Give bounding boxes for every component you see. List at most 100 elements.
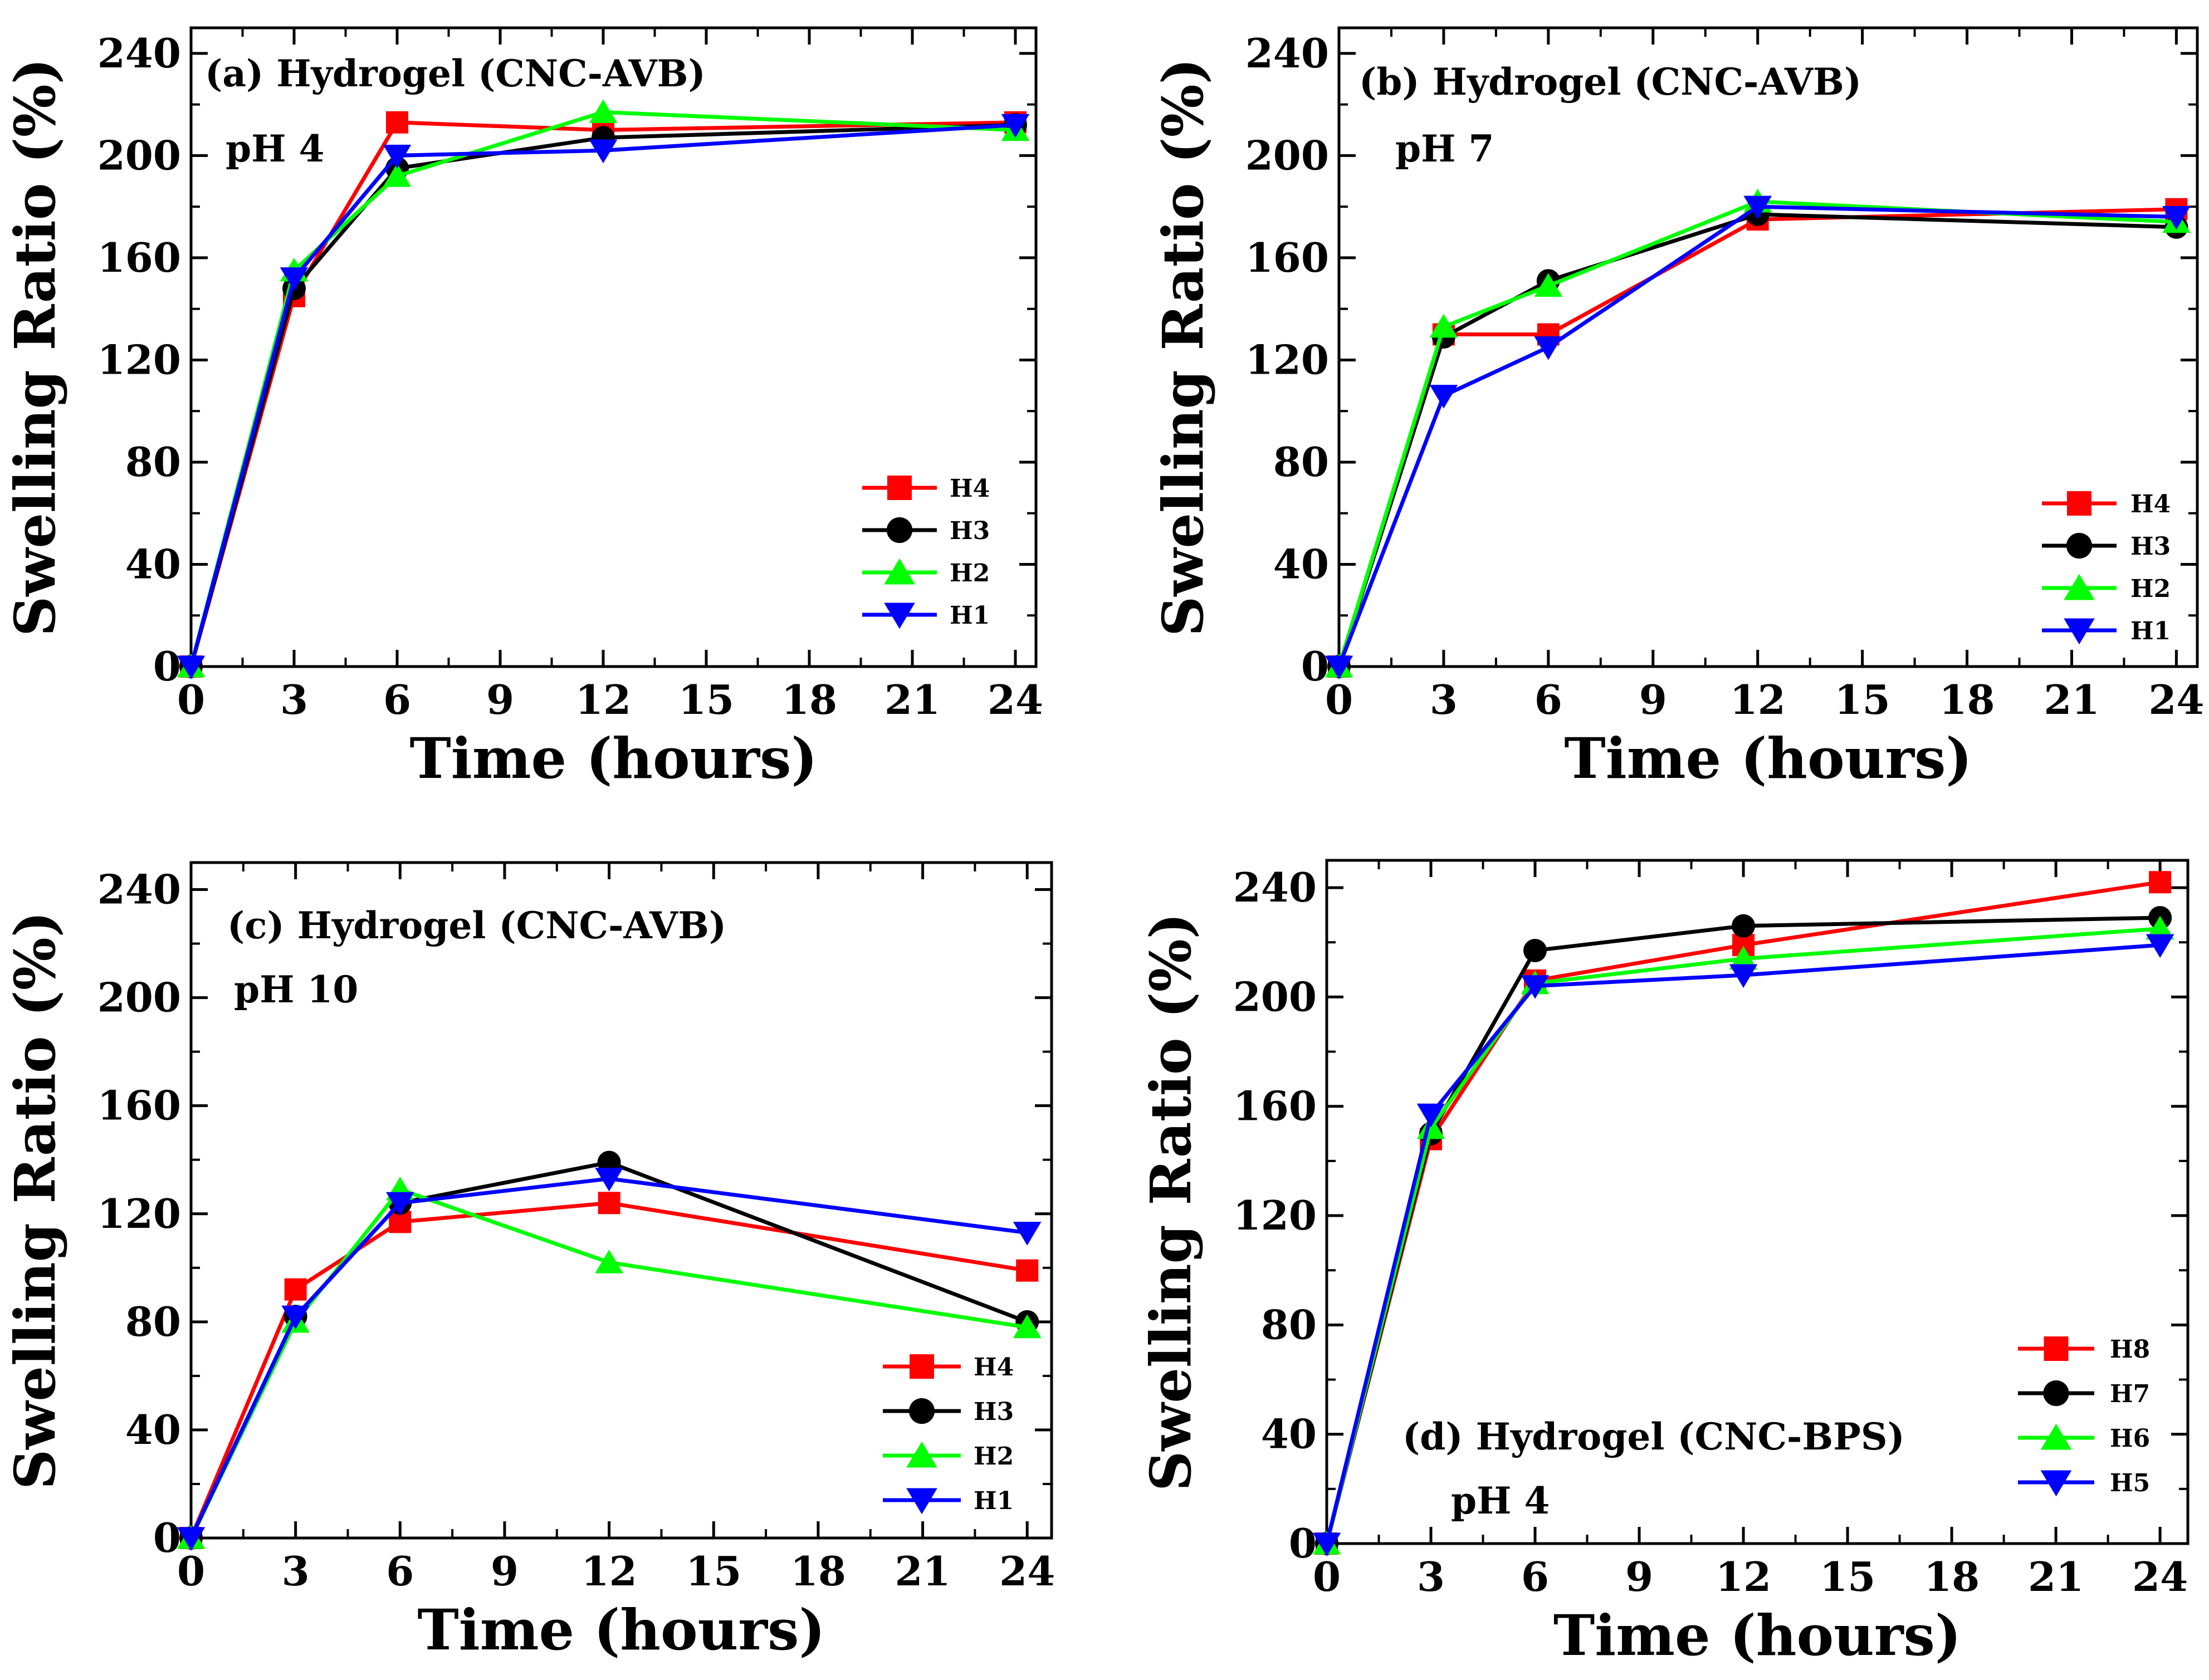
- legend-label: H2: [2130, 575, 2171, 603]
- legend-marker: [884, 603, 915, 629]
- series-line-H3: [1337, 212, 2177, 668]
- legend-label: H4: [2130, 490, 2171, 518]
- y-axis: 0 40 80 120 160 200 240: [1233, 864, 2188, 1567]
- data-point-H2: [383, 163, 412, 187]
- x-tick-label: 6: [1534, 676, 1562, 723]
- data-point-H4: [284, 1278, 307, 1301]
- x-tick-label: 24: [2132, 1553, 2188, 1600]
- data-point-H1: [595, 1168, 623, 1192]
- legend-marker: [906, 1441, 937, 1468]
- legend-label: H1: [2130, 617, 2171, 645]
- x-tick-label: 21: [884, 676, 940, 723]
- x-tick-label: 9: [1625, 1553, 1653, 1600]
- x-axis-title: Time (hours): [417, 1597, 825, 1663]
- data-point-H5: [1521, 975, 1550, 999]
- x-axis: 0 3 6 9 12 15 18 21 24: [177, 28, 1043, 723]
- data-point-H1: [1013, 1222, 1042, 1246]
- series-H4: [180, 111, 1027, 678]
- x-tick-label: 24: [2148, 676, 2204, 723]
- x-tick-label: 0: [177, 1547, 205, 1595]
- series-H1: [177, 1168, 1042, 1551]
- x-tick-label: 0: [177, 676, 205, 723]
- x-axis: 0 3 6 9 12 15 18 21 24: [1325, 28, 2205, 723]
- x-tick-label: 12: [581, 1547, 637, 1595]
- y-tick-label: 120: [97, 336, 181, 383]
- y-tick-label: 0: [153, 1514, 181, 1561]
- x-tick-label: 0: [1313, 1553, 1341, 1600]
- data-point-H1: [1429, 385, 1458, 409]
- legend: H4 H3 H2 H1: [2042, 490, 2171, 645]
- x-tick-label: 9: [486, 676, 514, 723]
- x-tick-label: 18: [1939, 676, 1995, 723]
- x-tick-label: 24: [988, 676, 1043, 723]
- y-tick-label: 80: [125, 1298, 181, 1345]
- x-tick-label: 15: [686, 1547, 741, 1595]
- panel-ph-label: pH 7: [1395, 127, 1494, 170]
- series-H2: [177, 99, 1030, 678]
- x-tick-label: 15: [678, 676, 734, 723]
- data-point-H8: [2149, 871, 2172, 894]
- x-axis-title: Time (hours): [409, 726, 817, 791]
- panel-ph-label: pH 10: [234, 968, 358, 1011]
- data-point-H7: [1732, 914, 1756, 938]
- x-axis-title: Time (hours): [1553, 1603, 1961, 1668]
- series-H3: [1327, 202, 2188, 678]
- panel-title: (d) Hydrogel (CNC-BPS): [1402, 1415, 1905, 1458]
- data-point-H6: [1729, 946, 1758, 970]
- series-line-H1: [189, 1177, 1028, 1539]
- panel-ph-label: pH 4: [1451, 1479, 1550, 1522]
- panel-ph-label: pH 4: [226, 127, 324, 170]
- series-H2: [1325, 188, 2191, 678]
- legend-label: H7: [2110, 1380, 2150, 1408]
- legend-label: H2: [974, 1442, 1014, 1471]
- panel-title: (a) Hydrogel (CNC-AVB): [205, 52, 706, 95]
- y-tick-label: 160: [97, 1082, 181, 1129]
- y-tick-label: 120: [97, 1190, 181, 1237]
- legend-label: H4: [950, 474, 990, 503]
- series-line-H2: [1337, 199, 2177, 668]
- x-tick-label: 6: [386, 1547, 414, 1595]
- series-H1: [177, 114, 1030, 679]
- x-tick-label: 12: [1716, 1553, 1771, 1600]
- y-tick-label: 0: [1301, 643, 1329, 690]
- x-tick-label: 6: [383, 676, 411, 723]
- series-line-H4: [1337, 207, 2177, 668]
- series-H6: [1312, 915, 2174, 1555]
- panel-title: (c) Hydrogel (CNC-AVB): [227, 904, 726, 947]
- legend-label: H8: [2110, 1335, 2150, 1364]
- data-point-H1: [281, 1305, 310, 1330]
- data-point-H1: [1534, 336, 1563, 360]
- x-tick-label: 0: [1325, 676, 1353, 723]
- x-tick-label: 3: [280, 676, 308, 723]
- legend-label: H1: [950, 601, 990, 630]
- x-axis: 0 3 6 9 12 15 18 21 24: [177, 863, 1055, 1595]
- y-tick-label: 120: [1233, 1192, 1317, 1239]
- y-tick-label: 80: [1273, 438, 1329, 486]
- data-point-H2: [1013, 1314, 1042, 1339]
- legend: H4 H3 H2 H1: [883, 1353, 1014, 1515]
- x-tick-label: 18: [781, 676, 837, 723]
- legend-label: H2: [950, 559, 990, 587]
- y-tick-label: 120: [1245, 336, 1329, 383]
- series-line-H3: [189, 123, 1016, 667]
- data-point-H5: [1729, 964, 1758, 988]
- y-tick-label: 40: [125, 1406, 181, 1453]
- series-H4: [1328, 198, 2188, 678]
- y-tick-label: 200: [97, 131, 181, 179]
- x-tick-label: 15: [1820, 1553, 1875, 1600]
- y-tick-label: 200: [1233, 973, 1317, 1020]
- x-tick-label: 18: [1924, 1553, 1980, 1600]
- y-axis: 0 40 80 120 160 200 240: [1245, 30, 2197, 690]
- series-line-H1: [1337, 204, 2177, 668]
- y-tick-label: 0: [153, 643, 181, 690]
- x-tick-label: 3: [1430, 676, 1458, 723]
- data-point-H1: [589, 139, 618, 164]
- x-tick-label: 9: [491, 1547, 519, 1595]
- legend-marker: [2064, 618, 2095, 645]
- series-H3: [179, 113, 1027, 678]
- legend-marker: [910, 1354, 934, 1379]
- legend-marker: [886, 517, 913, 543]
